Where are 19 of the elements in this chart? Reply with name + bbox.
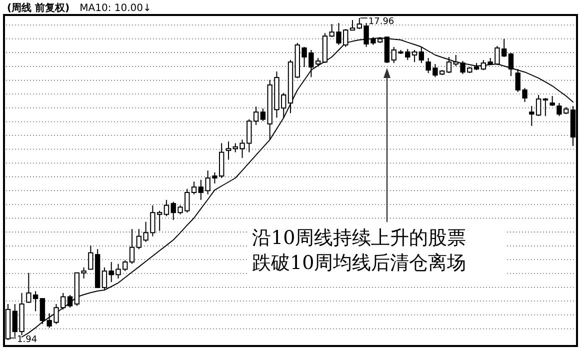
candlestick [102,266,108,290]
candlestick [542,98,548,117]
annotation: 1.94 [17,335,38,345]
chart-title: (周线 前复权) [7,2,70,14]
text: MA10: 10.00↓ [80,3,152,14]
candlestick [550,95,555,107]
candlestick [418,46,424,64]
candlestick [191,181,197,195]
annotation: 跌破10周均线后清仓离场 [252,252,466,274]
annotation: 17.96 [368,17,394,27]
candlestick [446,56,452,74]
annotation: 沿10周线持续上升的股票 [252,227,466,249]
candlestick [226,140,232,160]
candlestick [164,199,170,217]
candlestick [129,228,135,264]
candlestick [412,49,418,63]
candlestick [67,294,73,308]
candlestick [350,20,356,31]
candlestick [508,52,514,77]
